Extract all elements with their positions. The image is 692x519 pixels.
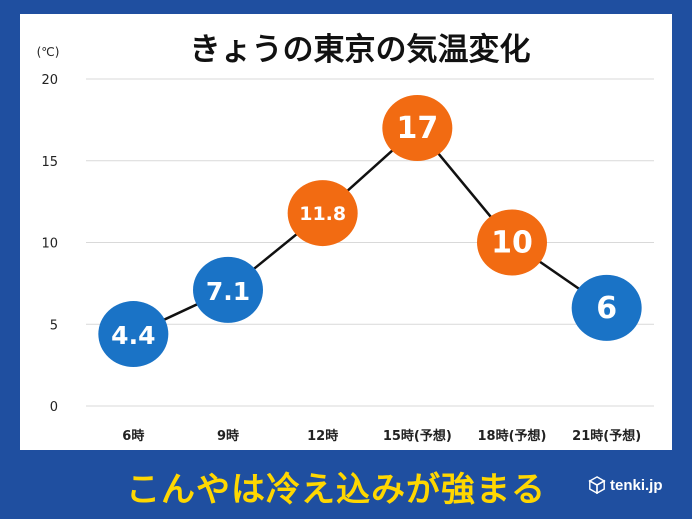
x-tick-label: 18時(予想) — [478, 428, 547, 444]
data-point-marker — [571, 274, 642, 341]
x-tick-label: 15時(予想) — [383, 428, 452, 444]
forecast-banner: こんやは冷え込みが強まる — [126, 470, 546, 510]
y-tick-label: 15 — [41, 155, 58, 170]
data-point-marker — [193, 256, 263, 323]
data-point-marker — [477, 209, 547, 276]
x-tick-label: 12時 — [307, 428, 338, 444]
grid-lines — [86, 78, 654, 407]
cube-logo-icon — [588, 476, 606, 494]
y-tick-labels: 0 5 10 15 20 — [41, 73, 58, 415]
data-points: 4.4 7.1 11.8 17 10 6 — [98, 95, 642, 368]
data-label: 6 — [596, 291, 617, 326]
chart-title: きょうの東京の気温変化 — [190, 32, 531, 68]
data-label: 10 — [491, 226, 533, 261]
x-tick-label: 6時 — [122, 428, 144, 444]
chart-panel: きょうの東京の気温変化 (℃) 0 5 10 15 20 4.4 7.1 11.8 17 10 6… — [20, 14, 672, 450]
footer: こんやは冷え込みが強まる tenki.jp — [0, 452, 692, 519]
brand-logo[interactable]: tenki.jp — [588, 476, 663, 494]
data-label: 17 — [396, 111, 438, 146]
brand-name: tenki.jp — [610, 476, 663, 494]
data-label: 11.8 — [299, 203, 346, 225]
x-tick-labels: 6時 9時 12時 15時(予想) 18時(予想) 21時(予想) — [122, 428, 641, 444]
data-point-marker — [287, 180, 358, 247]
y-tick-label: 20 — [41, 73, 58, 88]
data-label: 7.1 — [206, 277, 250, 306]
y-tick-label: 5 — [50, 318, 58, 333]
y-axis-unit-label: (℃) — [37, 45, 60, 59]
x-tick-label: 21時(予想) — [572, 428, 641, 444]
temperature-chart: きょうの東京の気温変化 (℃) 0 5 10 15 20 4.4 7.1 11.8 17 10 6… — [37, 32, 654, 444]
data-label: 4.4 — [111, 321, 155, 350]
x-tick-label: 9時 — [217, 428, 239, 444]
data-point-marker — [98, 301, 169, 368]
y-tick-label: 10 — [41, 237, 58, 252]
y-tick-label: 0 — [50, 400, 58, 415]
data-point-marker — [382, 95, 453, 162]
